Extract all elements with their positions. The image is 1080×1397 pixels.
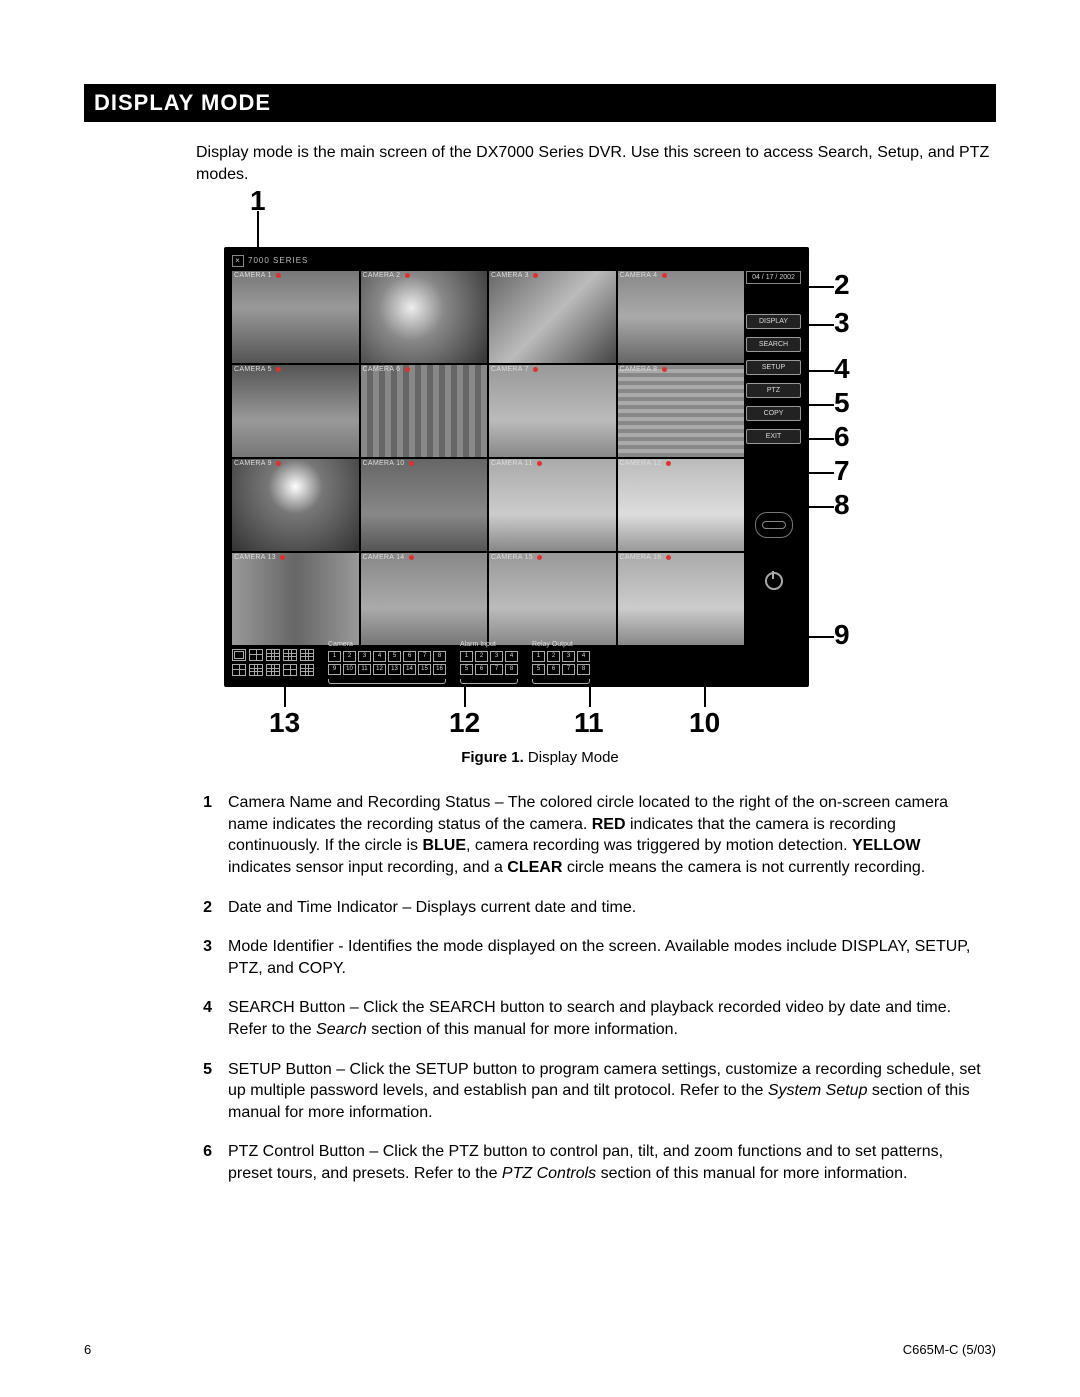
list-item: 5SETUP Button – Click the SETUP button t… <box>196 1059 986 1124</box>
copy-button[interactable]: COPY <box>746 406 801 421</box>
list-item: 4SEARCH Button – Click the SEARCH button… <box>196 997 986 1040</box>
camera-tile[interactable]: CAMERA 11 <box>489 459 616 551</box>
camera-tile[interactable]: CAMERA 1 <box>232 271 359 363</box>
figure-caption: Figure 1. Display Mode <box>84 749 996 766</box>
list-item: 3Mode Identifier - Identifies the mode d… <box>196 936 986 979</box>
section-heading: DISPLAY MODE <box>84 84 996 122</box>
list-item: 6PTZ Control Button – Click the PTZ butt… <box>196 1141 986 1184</box>
ptz-button[interactable]: PTZ <box>746 383 801 398</box>
list-item: 1Camera Name and Recording Status – The … <box>196 792 986 878</box>
camera-tile[interactable]: CAMERA 14 <box>361 553 488 645</box>
list-item: 2Date and Time Indicator – Displays curr… <box>196 897 986 919</box>
brand-logo <box>755 512 793 538</box>
callout-12: 12 <box>449 707 480 739</box>
bottom-bar: Camera 12345678 910111213141516 Alarm In… <box>232 645 801 679</box>
camera-tile[interactable]: CAMERA 3 <box>489 271 616 363</box>
callout-9: 9 <box>834 619 850 651</box>
callout-2: 2 <box>834 269 850 301</box>
camera-buttons[interactable]: Camera 12345678 910111213141516 <box>328 641 446 684</box>
camera-tile[interactable]: CAMERA 9 <box>232 459 359 551</box>
alarm-input-buttons[interactable]: Alarm Input 1234 5678 <box>460 641 518 684</box>
exit-button[interactable]: EXIT <box>746 429 801 444</box>
relay-output-buttons[interactable]: Relay Output 1234 5678 <box>532 641 590 684</box>
display-button[interactable]: DISPLAY <box>746 314 801 329</box>
camera-tile[interactable]: CAMERA 13 <box>232 553 359 645</box>
numbered-list: 1Camera Name and Recording Status – The … <box>196 792 986 1184</box>
series-label: 7000 SERIES <box>248 256 308 265</box>
close-icon: × <box>232 255 244 267</box>
camera-tile[interactable]: CAMERA 15 <box>489 553 616 645</box>
callout-11: 11 <box>574 707 604 739</box>
figure: 1 2 3 4 5 6 7 8 9 10 11 12 13 <box>214 197 834 727</box>
callout-5: 5 <box>834 387 850 419</box>
camera-tile[interactable]: CAMERA 5 <box>232 365 359 457</box>
intro-text: Display mode is the main screen of the D… <box>196 142 996 185</box>
callout-8: 8 <box>834 489 850 521</box>
callout-6: 6 <box>834 421 850 453</box>
callout-4: 4 <box>834 353 850 385</box>
camera-tile[interactable]: CAMERA 6 <box>361 365 488 457</box>
page-footer: 6 C665M-C (5/03) <box>84 1342 996 1357</box>
callout-1: 1 <box>250 185 266 217</box>
display-layout-icons[interactable] <box>232 649 314 676</box>
callout-7: 7 <box>834 455 850 487</box>
camera-tile[interactable]: CAMERA 7 <box>489 365 616 457</box>
callout-13: 13 <box>269 707 300 739</box>
camera-tile[interactable]: CAMERA 4 <box>618 271 745 363</box>
dvr-screenshot: × 7000 SERIES CAMERA 1 CAMERA 2 CAMERA 3 … <box>224 247 809 687</box>
camera-tile[interactable]: CAMERA 10 <box>361 459 488 551</box>
page-number: 6 <box>84 1342 91 1357</box>
side-panel: 04 / 17 / 2002 DISPLAY SEARCH SETUP PTZ … <box>746 271 801 590</box>
setup-button[interactable]: SETUP <box>746 360 801 375</box>
camera-tile[interactable]: CAMERA 2 <box>361 271 488 363</box>
doc-id: C665M-C (5/03) <box>903 1342 996 1357</box>
date-indicator: 04 / 17 / 2002 <box>746 271 801 284</box>
camera-tile[interactable]: CAMERA 12 <box>618 459 745 551</box>
power-icon[interactable] <box>765 572 783 590</box>
callout-3: 3 <box>834 307 850 339</box>
callout-10: 10 <box>689 707 720 739</box>
camera-tile[interactable]: CAMERA 8 <box>618 365 745 457</box>
camera-tile[interactable]: CAMERA 16 <box>618 553 745 645</box>
camera-grid: CAMERA 1 CAMERA 2 CAMERA 3 CAMERA 4 CAME… <box>232 271 744 645</box>
search-button[interactable]: SEARCH <box>746 337 801 352</box>
